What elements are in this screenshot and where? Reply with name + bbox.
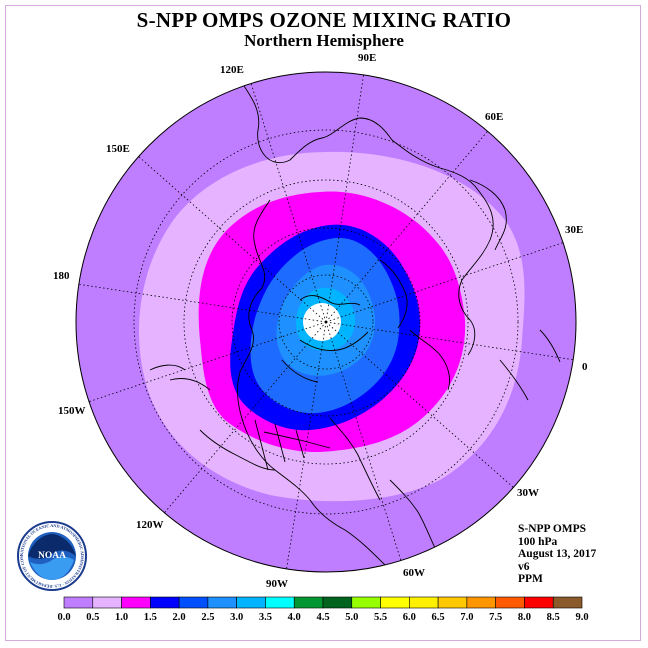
colorbar-label: 7.5 (489, 612, 502, 623)
colorbar-label: 7.0 (460, 612, 473, 623)
figure-frame (5, 5, 641, 641)
colorbar-swatch (293, 596, 324, 609)
colorbar-swatch (466, 596, 496, 609)
colorbar-swatch (437, 596, 468, 609)
lon-label-90e: 90E (358, 52, 376, 64)
colorbar-swatch (552, 596, 583, 609)
map-subtitle: Northern Hemisphere (244, 31, 404, 50)
colorbar-swatch (524, 596, 554, 609)
colorbar-label: 0.0 (57, 612, 70, 623)
info-date: August 13, 2017 (518, 548, 597, 561)
colorbar-swatch (322, 596, 353, 609)
colorbar-swatch (236, 596, 266, 609)
colorbar-swatch (150, 596, 180, 609)
colorbar-label: 2.5 (201, 612, 214, 623)
info-instrument: S-NPP OMPS (518, 523, 587, 535)
lon-label-120e: 120E (220, 64, 244, 76)
info-version: v6 (518, 560, 530, 573)
lon-label-0: 0 (582, 361, 588, 373)
lon-label-150w: 150W (58, 405, 86, 417)
colorbar-swatch (265, 596, 295, 609)
colorbar-swatch (380, 596, 410, 609)
colorbar-label: 3.0 (230, 612, 243, 623)
colorbar-label: 1.5 (144, 612, 157, 623)
colorbar-label: 3.5 (259, 612, 272, 623)
colorbar-label: 8.0 (518, 612, 531, 623)
lon-label-90w: 90W (266, 578, 288, 590)
colorbar-label: 5.0 (345, 612, 358, 623)
lon-label-60w: 60W (403, 567, 425, 579)
colorbar-swatch (63, 596, 94, 609)
colorbar-swatch (178, 596, 209, 609)
info-block: S-NPP OMPS 100 hPa August 13, 2017 v6 PP… (518, 523, 596, 586)
info-level: 100 hPa (518, 535, 558, 548)
noaa-logo-text: NOAA (38, 551, 66, 561)
lon-label-30e: 30E (565, 224, 583, 236)
colorbar-swatch (351, 596, 381, 609)
map-title: S-NPP OMPS OZONE MIXING RATIO (136, 8, 512, 32)
lon-label-150e: 150E (106, 143, 130, 155)
lon-label-30w: 30W (517, 487, 539, 499)
lon-label-60e: 60E (485, 111, 503, 123)
map-border (75, 71, 577, 573)
colorbar-swatch (207, 596, 237, 609)
colorbar-label: 6.0 (403, 612, 416, 623)
colorbar-label: 5.5 (374, 612, 387, 623)
colorbar-label: 2.0 (173, 612, 186, 623)
no-data-pole (303, 303, 341, 341)
longitude-labels: 90E 60E 30E 0 30W 60W 90W 120W 150W 180 … (53, 52, 588, 590)
colorbar-label: 8.5 (547, 612, 560, 623)
colorbar-label: 1.0 (115, 612, 128, 623)
colorbar-swatch (495, 596, 525, 609)
noaa-logo: NOAA NATIONAL OCEANIC AND ATMOSPHERIC AD… (14, 516, 88, 597)
info-units: PPM (518, 573, 543, 586)
colorbar-label: 6.5 (432, 612, 445, 623)
colorbar-label: 0.5 (86, 612, 99, 623)
colorbar-swatch (409, 596, 439, 609)
lon-label-120w: 120W (136, 519, 164, 531)
lon-label-180: 180 (53, 270, 70, 282)
colorbar-swatch (92, 596, 122, 609)
colorbar-label: 9.0 (575, 612, 588, 623)
colorbar: 0.0 0.5 1.0 1.5 2.0 2.5 3.0 3.5 4.0 4.5 5.0 5.5 6.0 6… (57, 596, 589, 623)
coastlines (149, 79, 561, 566)
colorbar-label: 4.5 (316, 612, 329, 623)
colorbar-label: 4.0 (288, 612, 301, 623)
colorbar-swatch (121, 596, 151, 609)
graticule (76, 72, 576, 572)
